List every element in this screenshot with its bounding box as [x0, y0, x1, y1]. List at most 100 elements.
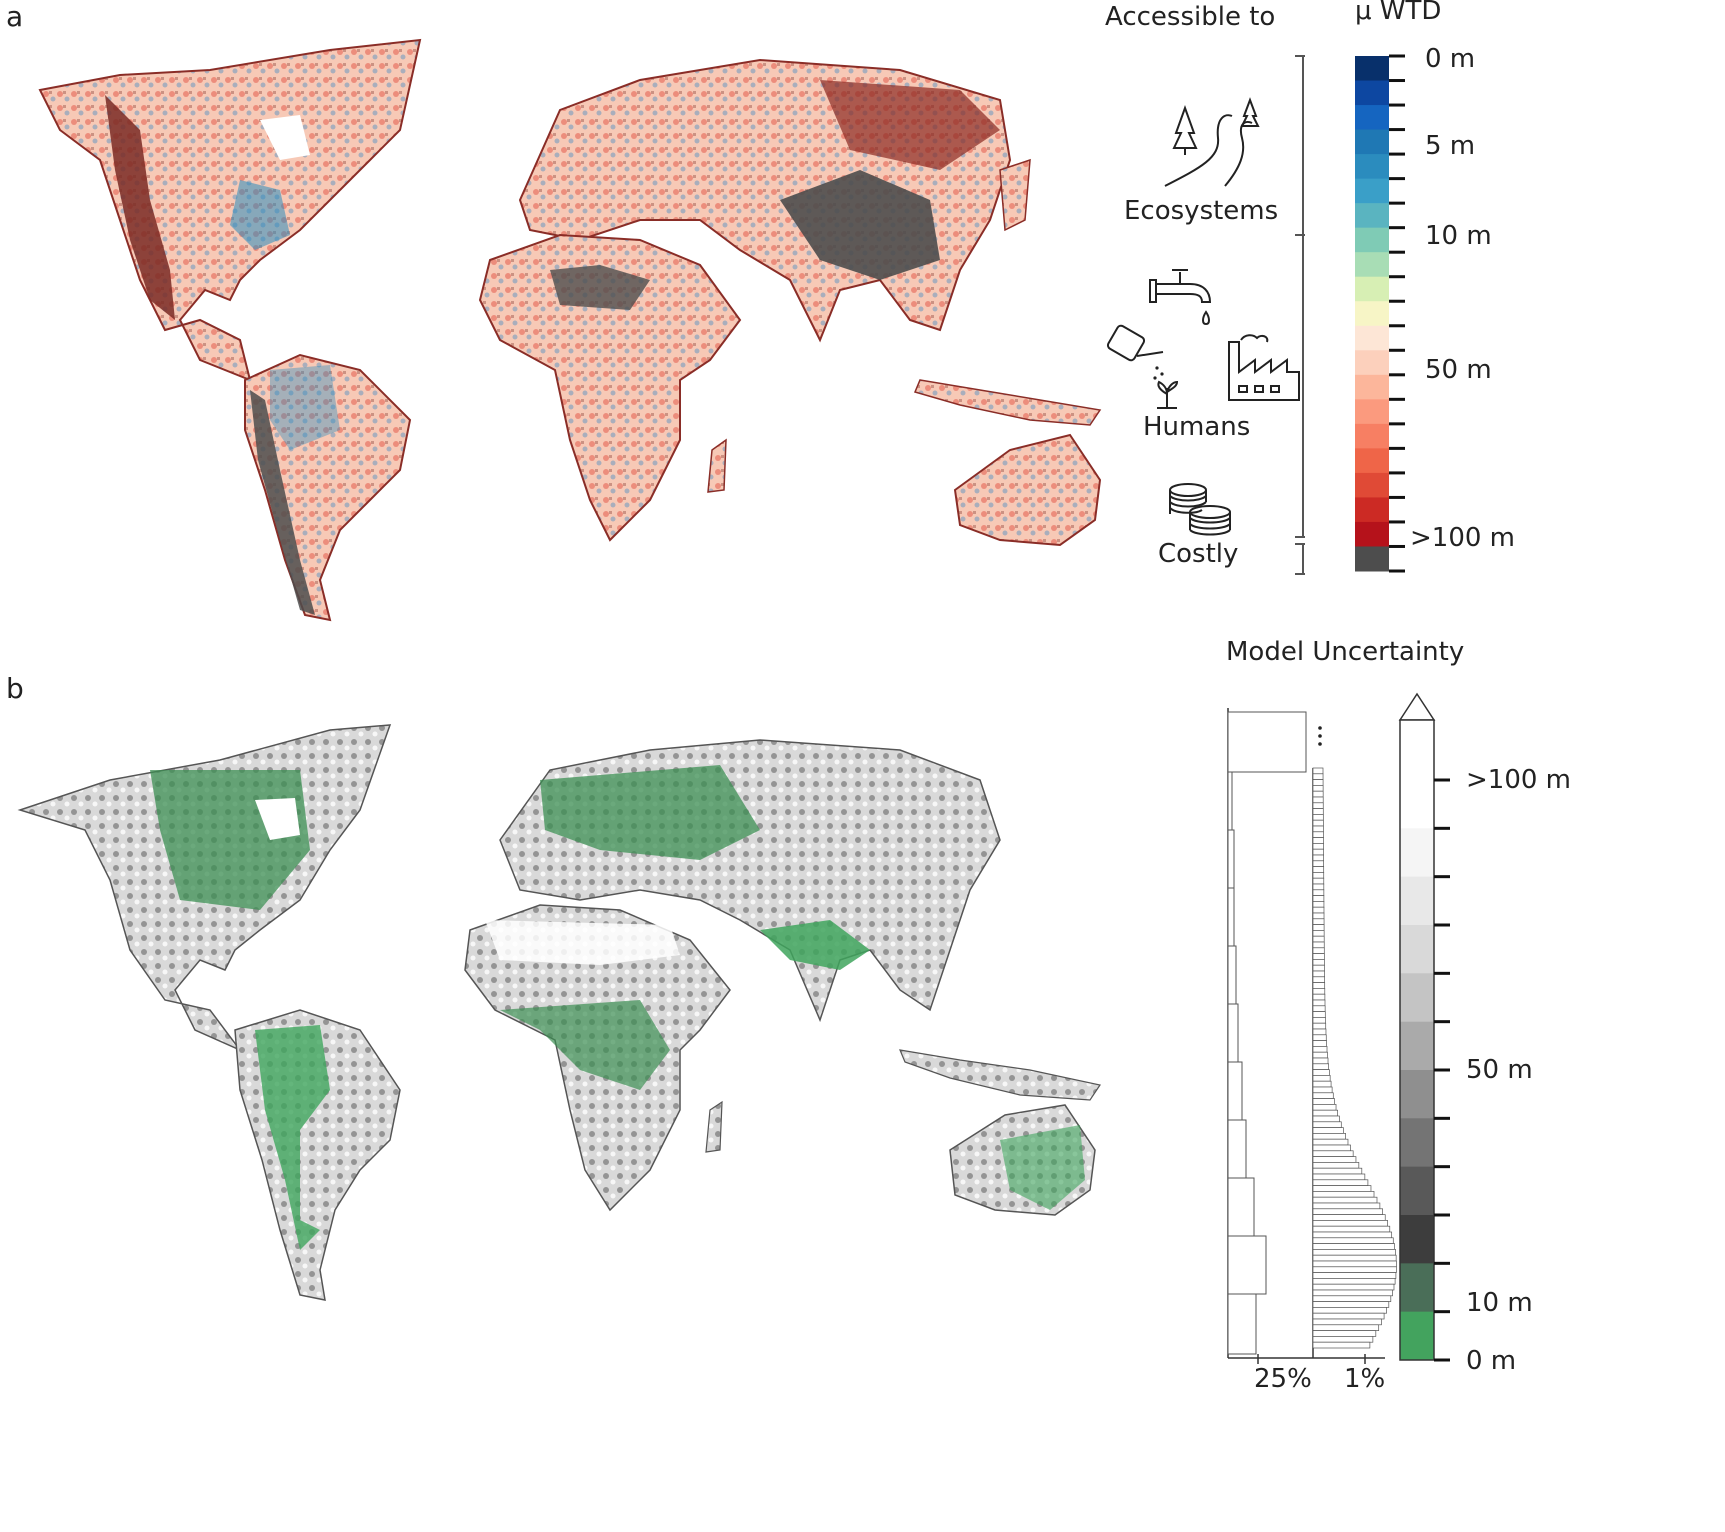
wtd-color-step	[1355, 276, 1389, 302]
hist-right-bar	[1312, 1121, 1342, 1128]
wtd-color-step	[1355, 56, 1389, 82]
siberia-dark	[820, 80, 1000, 170]
unc-color-step	[1400, 925, 1434, 974]
hist-ellipsis-dot	[1318, 742, 1322, 746]
hist-right-bar	[1312, 912, 1325, 920]
hist-right-bar	[1312, 1046, 1328, 1053]
hist-right-bar	[1312, 1051, 1328, 1059]
hist-right-bar	[1312, 982, 1326, 989]
wtd-color-step	[1355, 252, 1389, 278]
hist-right-bar	[1312, 866, 1325, 873]
hist-right-bar	[1312, 1330, 1377, 1337]
unc-color-step	[1400, 1070, 1434, 1119]
hist-right-bar	[1312, 785, 1324, 792]
hist-right-bar	[1312, 924, 1325, 931]
amazon-blue	[270, 365, 340, 450]
hist-right-bar	[1312, 825, 1324, 833]
hist-left-bar	[1227, 771, 1233, 831]
panel-a-letter: a	[6, 0, 24, 33]
hist-right-bar	[1312, 935, 1325, 943]
hist-right-bar	[1312, 970, 1325, 978]
unc-color-step	[1400, 1166, 1434, 1216]
hist-right-bar	[1312, 1005, 1326, 1012]
hist-right-bar	[1312, 773, 1324, 780]
hist-right-bar	[1312, 1040, 1327, 1047]
unc-color-step	[1400, 1263, 1434, 1313]
hist-right-bar	[1312, 790, 1324, 798]
hist-right-bar	[1312, 1133, 1346, 1140]
andes-dark	[250, 390, 315, 615]
wtd-tick-0: 0 m	[1425, 44, 1476, 74]
hist-right-bar	[1312, 918, 1325, 925]
hudson-bay	[260, 115, 310, 160]
hist-right-bar	[1312, 779, 1324, 786]
unc-tick-100: >100 m	[1466, 765, 1572, 795]
hist-right-bar	[1312, 1341, 1371, 1349]
uncertainty-world-map	[17, 724, 1101, 1301]
hist-right-bar	[1312, 1057, 1329, 1065]
hist-right-bar	[1312, 999, 1326, 1007]
hist-left-bar	[1227, 711, 1307, 773]
north-america-a	[38, 38, 422, 382]
hist-right-bar	[1312, 1150, 1354, 1157]
hist-right-bar	[1312, 930, 1325, 937]
factory-icon	[1228, 334, 1300, 401]
unc-tick-50: 50 m	[1466, 1055, 1533, 1085]
hist-right-bar	[1312, 808, 1324, 815]
hist-right-label: 1%	[1344, 1364, 1386, 1394]
hist-right-bar	[1312, 906, 1325, 914]
hist-right-bar	[1312, 1080, 1332, 1088]
hist-right-bar	[1312, 1312, 1385, 1320]
great-lakes-blue	[230, 180, 290, 250]
hist-left-bar	[1227, 1003, 1239, 1063]
hist-right-bar	[1312, 964, 1325, 972]
hist-right-bar	[1312, 1075, 1331, 1082]
wtd-color-step	[1355, 105, 1389, 131]
japan-a	[999, 158, 1031, 232]
indonesia-a	[913, 379, 1102, 426]
hist-left-bar	[1227, 829, 1235, 889]
north-america-west-dark	[105, 95, 175, 320]
wtd-tick-50: 50 m	[1425, 355, 1492, 385]
hist-right-bar	[1312, 1225, 1391, 1233]
hist-right-bar	[1312, 796, 1324, 804]
hist-right-bar	[1312, 802, 1324, 809]
hist-right-bar	[1312, 814, 1324, 821]
hist-right-bar	[1312, 1063, 1329, 1070]
wtd-colorbar	[1355, 54, 1405, 573]
hist-right-bar	[1312, 831, 1324, 838]
wtd-color-step	[1355, 301, 1389, 327]
hist-right-bar	[1312, 1028, 1327, 1036]
hist-right-bar	[1312, 1179, 1369, 1186]
wtd-color-step	[1355, 497, 1389, 523]
wtd-color-step	[1355, 325, 1389, 351]
unc-color-step	[1400, 1021, 1434, 1071]
hist-right-bar	[1312, 819, 1324, 827]
wtd-color-step	[1355, 521, 1389, 547]
wtd-color-step	[1355, 546, 1389, 572]
hist-right-bar	[1312, 1307, 1387, 1314]
hist-right-bar	[1312, 1272, 1397, 1279]
hist-right-bar	[1312, 1266, 1397, 1273]
hist-ellipsis-dot	[1318, 726, 1322, 730]
hist-right-bar	[1312, 1301, 1390, 1308]
hist-right-bar	[1312, 1237, 1394, 1244]
wtd-tick-100: >100 m	[1410, 523, 1516, 553]
wtd-color-step	[1355, 203, 1389, 229]
hist-right-bar	[1312, 1336, 1374, 1343]
hist-right-bar	[1312, 1138, 1349, 1146]
sahara-dark	[550, 265, 650, 310]
costly-label: Costly	[1158, 539, 1239, 569]
hist-right-bar	[1312, 1231, 1393, 1239]
hist-right-bar	[1312, 1156, 1357, 1163]
wtd-color-step	[1355, 227, 1389, 253]
hist-right-bar	[1312, 860, 1324, 867]
hist-right-bar	[1312, 953, 1325, 960]
hist-right-bar	[1312, 1202, 1381, 1210]
wtd-color-step	[1355, 448, 1389, 474]
hist-right-bar	[1312, 1144, 1351, 1152]
unc-color-step	[1400, 720, 1434, 780]
wtd-color-step	[1355, 129, 1389, 155]
hist-right-bar	[1312, 1278, 1396, 1285]
wtd-world-map	[38, 38, 1102, 622]
